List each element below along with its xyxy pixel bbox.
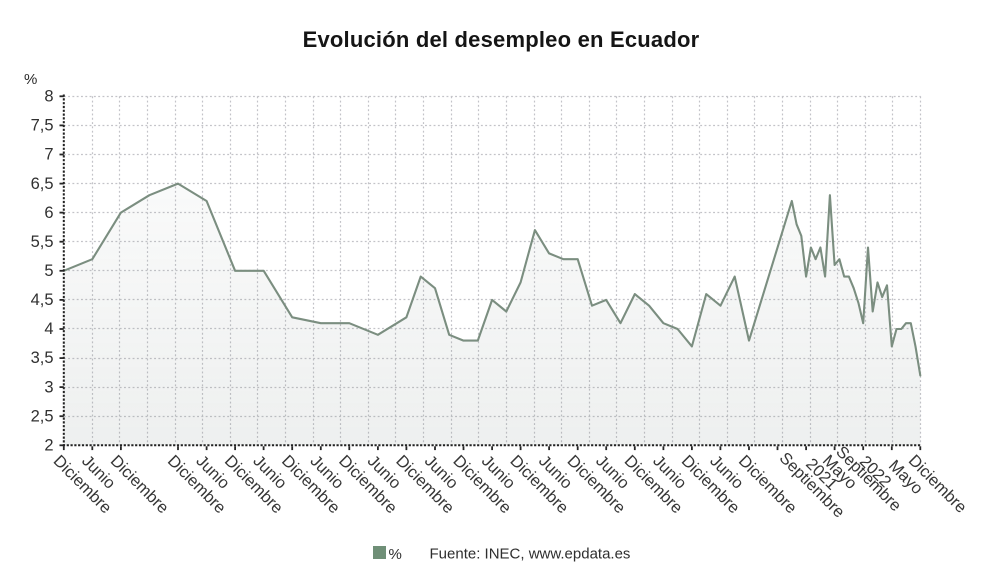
svg-text:Fuente: INEC, www.epdata.es: Fuente: INEC, www.epdata.es xyxy=(430,546,631,563)
svg-text:3: 3 xyxy=(44,378,53,396)
svg-text:7: 7 xyxy=(44,146,53,164)
svg-text:5,5: 5,5 xyxy=(31,233,54,251)
svg-text:8: 8 xyxy=(44,88,53,106)
svg-text:Diciembre: Diciembre xyxy=(107,452,172,517)
svg-text:2: 2 xyxy=(44,437,53,455)
svg-text:Evolución del desempleo en Ecu: Evolución del desempleo en Ecuador xyxy=(303,27,700,52)
svg-text:4: 4 xyxy=(44,320,53,338)
svg-text:4,5: 4,5 xyxy=(31,291,54,309)
svg-text:7,5: 7,5 xyxy=(31,117,54,135)
svg-text:%: % xyxy=(24,71,37,88)
svg-text:5: 5 xyxy=(44,262,53,280)
svg-text:6,5: 6,5 xyxy=(31,175,54,193)
svg-text:%: % xyxy=(389,546,402,563)
svg-text:6: 6 xyxy=(44,204,53,222)
svg-text:3,5: 3,5 xyxy=(31,349,54,367)
svg-text:2,5: 2,5 xyxy=(31,407,54,425)
